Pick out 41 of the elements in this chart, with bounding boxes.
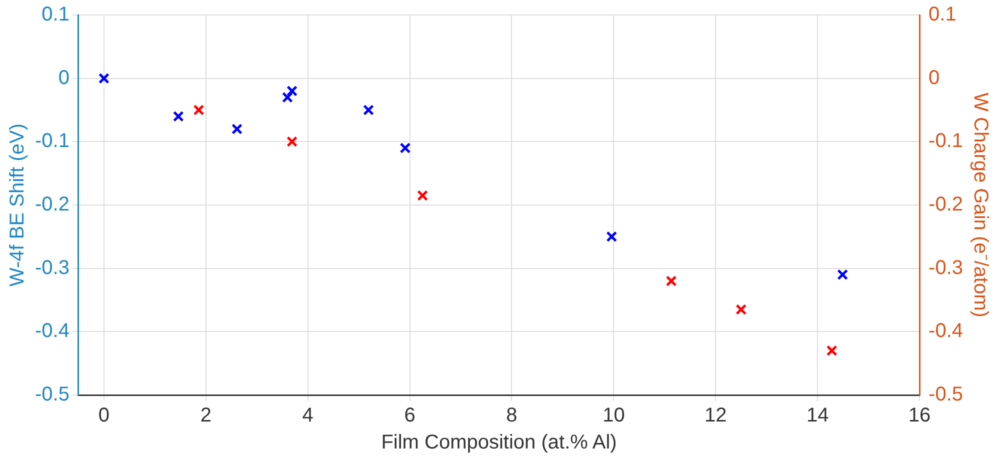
x-tick-label: 2 — [200, 404, 212, 427]
y2-tick-label: -0.3 — [928, 256, 964, 279]
x-axis-title: Film Composition (at.% Al) — [381, 432, 617, 454]
point — [172, 110, 184, 122]
point — [286, 86, 298, 96]
point — [417, 190, 428, 201]
y-tick-label: -0.2 — [34, 194, 70, 216]
point — [363, 104, 374, 116]
y2-tick-label: -0.5 — [928, 384, 964, 406]
y-tick-label: 0 — [58, 66, 70, 89]
point — [282, 92, 293, 103]
point — [400, 142, 411, 154]
y2-tick-label: 0 — [928, 66, 940, 89]
y2-tick-label: 0.1 — [928, 4, 956, 26]
y2-axis-title: W Charge Gain (e⁻/atom) — [969, 92, 992, 318]
x-tick-label: 12 — [704, 404, 727, 427]
y-tick-label: -0.1 — [34, 130, 70, 152]
y2-tick-label: -0.2 — [928, 194, 964, 216]
y-tick-label: 0.1 — [42, 4, 70, 26]
y-tick-label: -0.5 — [34, 384, 70, 406]
x-tick-label: 8 — [506, 404, 518, 427]
x-tick-label: 10 — [602, 404, 625, 427]
point — [232, 124, 242, 134]
point — [193, 104, 204, 116]
x-tick-label: 6 — [404, 404, 416, 427]
y-tick-label: -0.4 — [34, 320, 70, 342]
x-tick-label: 0 — [98, 404, 110, 427]
point — [606, 231, 618, 242]
point — [286, 136, 298, 148]
y2-tick-label: -0.1 — [928, 130, 964, 152]
point — [98, 72, 110, 84]
y-tick-label: -0.3 — [34, 256, 70, 279]
x-tick-label: 16 — [908, 404, 931, 427]
y-axis-title: W-4f BE Shift (eV) — [6, 123, 29, 287]
point — [666, 276, 677, 286]
x-tick-label: 4 — [302, 404, 314, 427]
y2-tick-label: -0.4 — [928, 320, 964, 342]
point — [736, 304, 747, 315]
point — [837, 269, 848, 280]
point — [826, 345, 838, 356]
x-tick-label: 14 — [806, 404, 829, 427]
